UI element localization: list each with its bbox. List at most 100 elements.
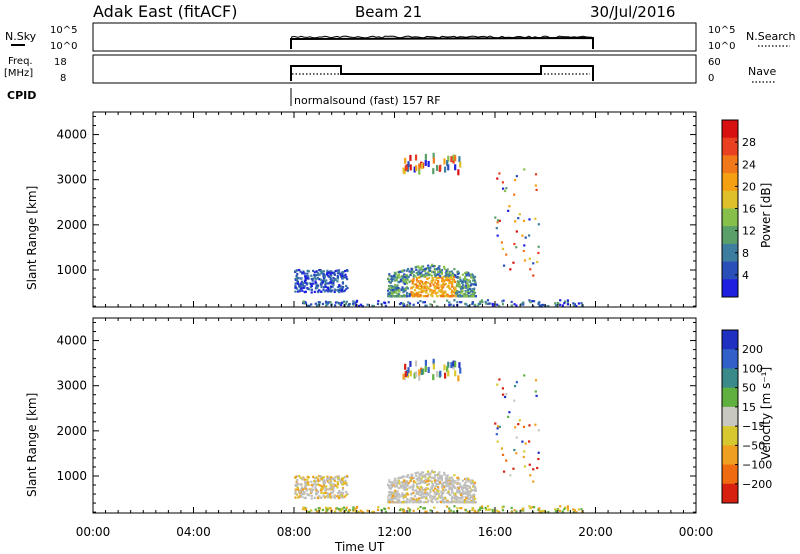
power-cell [455,275,458,279]
power-cell [314,277,318,280]
velocity-cell [394,478,397,481]
power-cell [464,271,467,275]
velocity-cell [395,485,398,488]
power-cell [339,273,342,276]
velocity-cell [428,496,432,499]
power-cell [417,265,420,268]
colorbar-swatch [722,137,738,156]
power-cell [448,301,451,304]
velocity-cell [429,490,432,494]
power-cell [414,275,417,278]
velocity-cell [318,475,321,478]
power-cell [410,287,413,290]
power-cell [318,273,321,276]
velocity-cell [415,501,418,504]
colorbar-tick-label: 50 [742,382,756,395]
velocity-cell [327,494,330,497]
power-cell [554,302,557,305]
power-cell [354,301,357,304]
freq-tick-top: 18 [54,57,67,68]
velocity-cell [303,496,306,500]
colorbar-swatch [722,387,738,408]
power-cell [438,265,441,268]
power-cell [501,181,505,184]
velocity-cell [392,484,395,487]
power-cell [450,293,454,296]
power-cell [456,301,459,304]
velocity-cell [304,481,307,484]
power-cell [295,278,298,281]
power-cell [320,281,323,284]
power-cell [575,305,578,308]
velocity-cell [399,501,402,504]
velocity-cell [454,486,457,490]
power-cell [306,276,309,280]
power-cell [313,290,316,293]
velocity-cell [421,495,424,499]
power-cell [298,289,301,292]
velocity-cell [422,368,425,375]
power-cell [340,285,343,288]
power-cell [322,288,325,291]
velocity-cell [413,372,416,379]
velocity-cell [419,499,422,503]
power-cell [431,263,434,266]
power-cell [310,291,313,294]
colorbar-tick-label: −200 [742,478,772,491]
velocity-cell [389,487,392,490]
power-cell [427,271,430,274]
velocity-cell [418,374,421,381]
power-cell [459,278,462,281]
power-cell [336,272,340,275]
power-cell [424,267,427,270]
power-cell [392,278,395,281]
velocity-cell [532,468,535,471]
velocity-cell [463,491,466,494]
power-cell [509,268,512,271]
power-cell [455,293,458,297]
power-cell [444,291,447,294]
power-cell [342,290,345,293]
velocity-cell [341,493,344,496]
velocity-cell [452,363,455,370]
power-cell [401,286,404,289]
power-cell [340,288,344,291]
velocity-cell [416,479,420,482]
power-cell [333,290,336,294]
velocity-cell [355,505,359,508]
velocity-cell [333,494,336,498]
power-cell [523,244,526,247]
power-cell [513,178,517,182]
velocity-cell [419,505,422,509]
power-cell [412,293,415,297]
power-cell [459,161,462,168]
velocity-cell [341,487,345,490]
velocity-cell [313,479,316,483]
velocity-cell [425,487,428,490]
velocity-cell [327,481,330,484]
power-cell [427,276,431,280]
power-cell [392,275,396,278]
power-cell [415,272,418,275]
power-cell [295,274,298,278]
power-cell [460,295,464,298]
power-cell [453,287,456,290]
power-cell [388,280,391,283]
velocity-cell [336,492,340,495]
velocity-cell [418,490,421,493]
velocity-cell [295,484,298,487]
power-cell [537,245,540,248]
velocity-cell [455,499,458,503]
y-tick-label: 2000 [56,218,87,232]
velocity-cell [405,370,409,377]
velocity-cell [471,480,474,483]
power-cell [528,218,531,221]
power-cell [419,273,423,276]
power-cell [465,273,468,277]
colorbar-tick-label: 200 [742,343,763,356]
power-cell [300,280,303,283]
velocity-cell [336,486,339,489]
power-cell [391,293,394,296]
velocity-cell [314,486,317,489]
velocity-cell [512,467,515,470]
